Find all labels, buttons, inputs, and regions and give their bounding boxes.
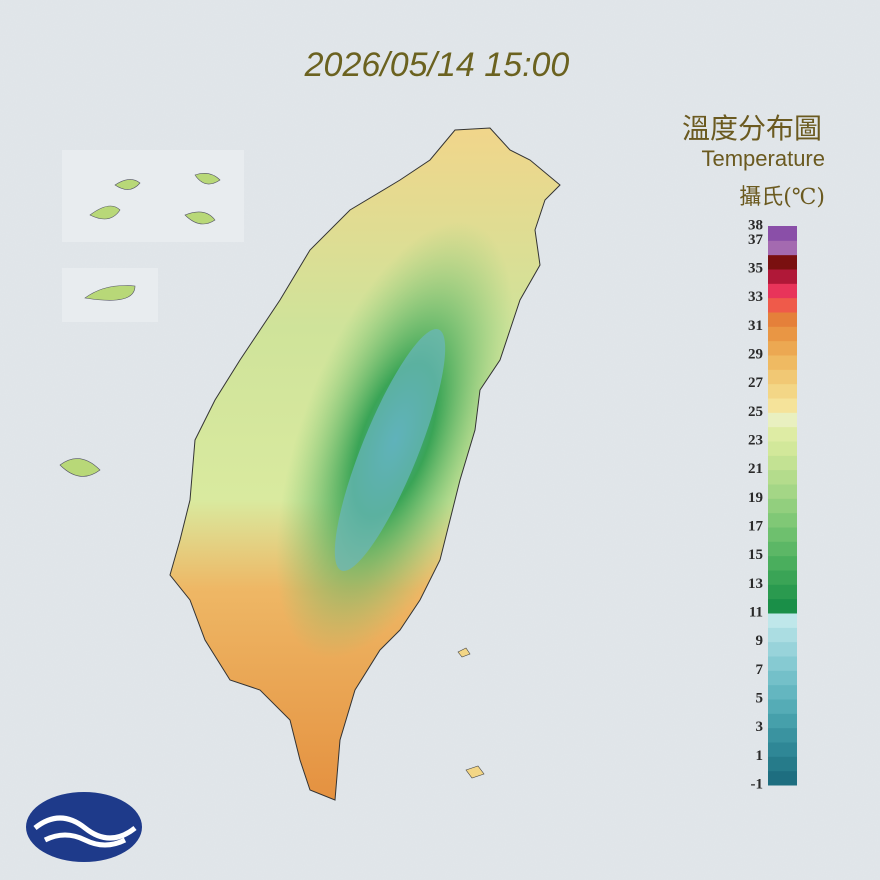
color-swatch — [768, 541, 797, 557]
color-swatch — [768, 570, 797, 585]
legend-tick-label: 17 — [748, 518, 764, 534]
color-swatch — [768, 297, 797, 313]
color-swatch — [768, 412, 797, 428]
legend-tick-label: 23 — [748, 432, 763, 448]
color-swatch — [768, 283, 797, 299]
color-swatch — [768, 426, 797, 442]
timestamp: 2026/05/14 15:00 — [304, 46, 570, 84]
legend-tick-label: 3 — [756, 719, 764, 735]
islands — [59, 173, 221, 477]
color-swatch — [768, 240, 797, 256]
color-swatch — [768, 555, 797, 571]
legend-tick-label: -1 — [751, 776, 764, 792]
color-swatch — [768, 326, 797, 342]
color-swatch — [768, 441, 797, 456]
color-swatch — [768, 713, 797, 729]
color-swatch — [768, 254, 797, 270]
color-swatch — [768, 398, 797, 413]
color-swatch — [768, 455, 797, 471]
color-swatch — [768, 627, 797, 643]
color-swatch — [768, 656, 797, 671]
legend-tick-label: 13 — [748, 576, 763, 592]
color-swatch — [768, 226, 797, 241]
color-swatch — [768, 584, 797, 600]
legend-tick-label: 1 — [756, 748, 764, 764]
color-swatch — [768, 670, 797, 686]
color-swatch — [768, 699, 797, 714]
legend-subtitle: Temperature — [701, 146, 825, 171]
color-swatch — [768, 340, 797, 356]
legend-tick-label: 21 — [748, 461, 763, 477]
color-swatch — [768, 684, 797, 700]
legend-tick-label: 29 — [748, 346, 763, 362]
color-swatch — [768, 269, 797, 284]
legend-tick-label: 35 — [748, 260, 763, 276]
color-swatch — [768, 742, 797, 757]
color-swatch — [768, 527, 797, 542]
color-swatch — [768, 512, 797, 528]
legend-title: 溫度分布圖 — [682, 112, 822, 145]
color-bar — [768, 226, 797, 786]
inset-box — [62, 150, 244, 242]
legend-tick-label: 5 — [756, 690, 764, 706]
legend-tick-label: 11 — [749, 604, 763, 620]
color-swatch — [768, 613, 797, 628]
color-swatch — [768, 770, 797, 786]
color-swatch — [768, 383, 797, 399]
legend-tick-label: 37 — [748, 232, 764, 248]
legend-tick-label: 38 — [748, 217, 763, 233]
color-swatch — [768, 756, 797, 772]
legend-tick-label: 15 — [748, 547, 763, 563]
color-swatch — [768, 727, 797, 743]
color-swatch — [768, 369, 797, 385]
logo-wave — [33, 815, 137, 848]
legend-tick-label: 33 — [748, 289, 763, 305]
legend-tick-label: 19 — [748, 490, 763, 506]
legend-tick-label: 25 — [748, 404, 763, 420]
legend-unit: 攝氏(℃) — [739, 185, 825, 210]
color-swatch — [768, 598, 797, 614]
color-swatch — [768, 469, 797, 485]
legend-tick-label: 31 — [748, 318, 763, 334]
color-swatch — [768, 484, 797, 499]
color-swatch — [768, 312, 797, 327]
legend-tick-label: 9 — [756, 633, 764, 649]
legend-tick-label: 27 — [748, 375, 764, 391]
legend-tick-label: 7 — [756, 662, 764, 678]
color-swatch — [768, 498, 797, 514]
color-swatch — [768, 355, 797, 370]
color-swatch — [768, 641, 797, 657]
